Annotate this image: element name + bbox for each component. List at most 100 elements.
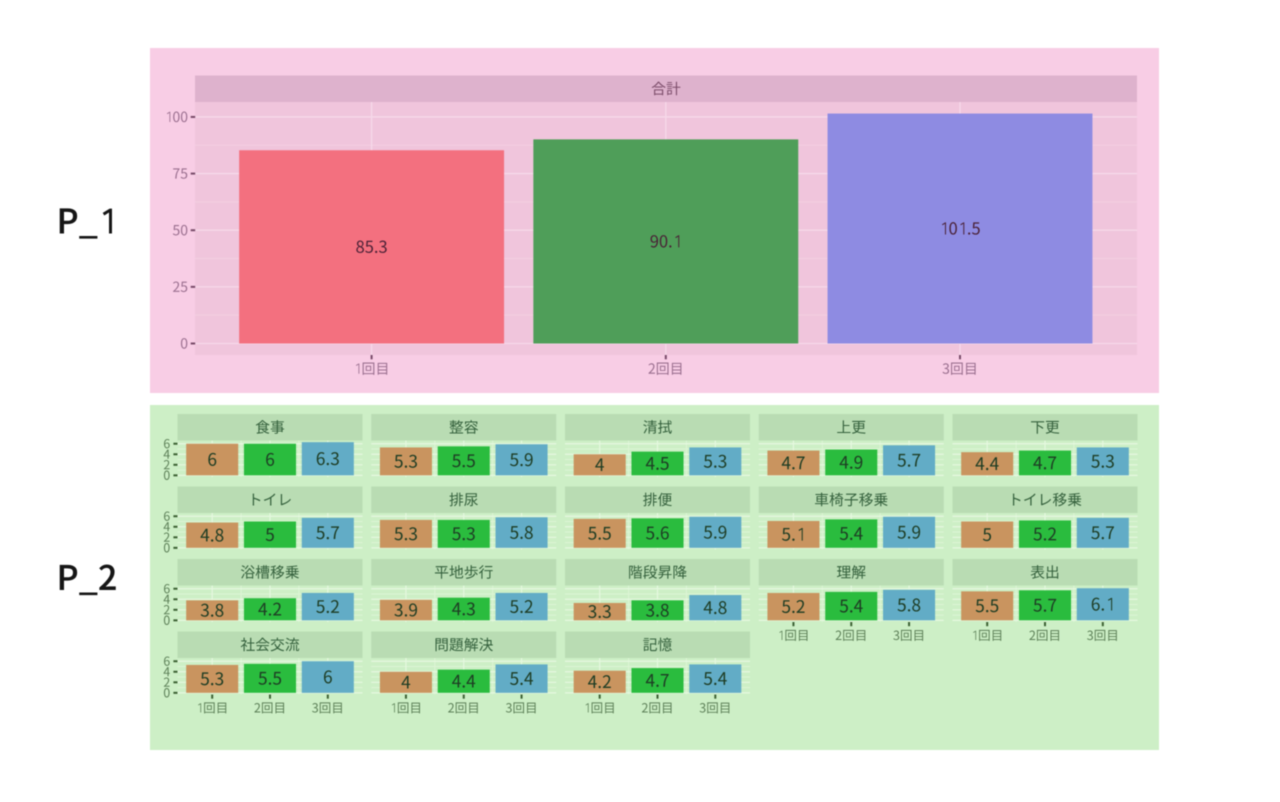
p2-value-label: [645, 457, 669, 470]
p2-bar: [301, 517, 354, 548]
glyph-回: [261, 702, 273, 714]
glyph-3: [942, 363, 950, 374]
p2-facet: 浴槽移乗3.84.25.20246: [163, 559, 363, 625]
glyph-乗: [874, 492, 888, 507]
glyph-.: [375, 250, 378, 254]
glyph-清: [643, 420, 657, 434]
p2-facet: 表出5.55.76.11回目2回目3回目: [952, 559, 1138, 641]
p2-bar: [883, 589, 936, 621]
glyph-5: [452, 454, 461, 468]
glyph-5: [365, 240, 374, 254]
glyph-7: [1048, 456, 1057, 470]
glyph-4: [163, 594, 170, 604]
glyph-移: [859, 492, 873, 507]
glyph-目: [605, 702, 614, 714]
glyph-4: [163, 522, 170, 532]
glyph-6: [164, 583, 170, 594]
p2-value-label: [897, 525, 921, 539]
p2-bar: [825, 591, 878, 621]
glyph-1: [1107, 597, 1113, 611]
p2-facet-strip: [371, 631, 557, 658]
glyph-地: [449, 565, 464, 579]
p1-y-tick-label: [166, 111, 188, 123]
glyph-9: [718, 525, 727, 539]
glyph-8: [356, 240, 364, 254]
p2-facet: 平地歩行3.94.35.2: [371, 559, 557, 622]
glyph-目: [671, 362, 682, 375]
glyph-目: [662, 702, 672, 714]
glyph-理: [836, 565, 851, 579]
p2-x-tick-label: [448, 702, 478, 714]
glyph-回: [319, 702, 331, 714]
glyph-1: [973, 630, 977, 640]
glyph-憶: [657, 637, 672, 652]
p2-y-tick-label: [163, 594, 170, 604]
p2-value-label: [1091, 454, 1114, 468]
plot-p2: 食事666.30246整容5.35.55.9清拭44.55.3上更4.74.95…: [150, 405, 1159, 750]
glyph-5: [703, 454, 712, 468]
p2-bar: [437, 519, 490, 548]
p1-strip-label: [651, 81, 681, 96]
p2-bar: [1018, 450, 1072, 476]
glyph-.: [656, 467, 659, 470]
p2-facet-strip: [371, 559, 557, 586]
p2-bar: [301, 592, 354, 621]
p2-value-label: [588, 675, 611, 689]
glyph-1: [198, 703, 202, 713]
p2-y-tick-label: [164, 438, 170, 449]
p2-y-tick-label: [164, 656, 170, 666]
glyph-1: [675, 235, 680, 248]
p2-facet: 階段昇降3.33.84.8: [565, 559, 750, 622]
glyph-5: [200, 672, 209, 686]
p2-value-label: [510, 525, 533, 540]
glyph-3: [1105, 454, 1114, 468]
p2-strip-label: [836, 565, 866, 579]
glyph-4: [645, 457, 655, 470]
glyph-5: [839, 599, 848, 613]
glyph-.: [714, 611, 717, 615]
glyph-2: [273, 602, 282, 616]
glyph-.: [907, 609, 911, 612]
p2-x-tick-label: [973, 629, 1002, 641]
glyph-流: [285, 637, 300, 652]
glyph-.: [907, 464, 911, 467]
glyph-.: [850, 610, 853, 613]
glyph-出: [1046, 565, 1059, 579]
glyph-回: [649, 702, 660, 714]
glyph-回: [362, 362, 375, 375]
p2-value-label: [323, 670, 332, 684]
p2-bar: [631, 518, 684, 548]
p2-bar: [825, 519, 878, 548]
p2-value-label: [839, 527, 863, 541]
glyph-8: [912, 598, 921, 612]
glyph-.: [1101, 536, 1104, 540]
glyph-.: [968, 232, 971, 235]
glyph-P: [59, 208, 78, 234]
glyph-浴: [240, 565, 255, 579]
glyph-乗: [285, 565, 300, 579]
p2-x-tick-label: [585, 702, 614, 714]
glyph-7: [796, 456, 805, 470]
p2-value-label: [1033, 456, 1057, 470]
glyph-行: [478, 565, 493, 579]
glyph-レ: [1040, 494, 1052, 506]
p2-bar: [883, 445, 936, 476]
p2-facet: 車椅子移乗5.15.45.9: [758, 486, 944, 550]
glyph-5: [897, 598, 906, 612]
p2-facet: 食事666.30246: [163, 414, 363, 480]
p2-y-tick-label: [163, 677, 170, 687]
p2-y-tick-label: [163, 605, 170, 615]
p2-bar: [1076, 517, 1129, 548]
glyph-_: [79, 592, 98, 596]
glyph-3: [645, 603, 655, 617]
glyph-5: [272, 671, 282, 685]
glyph-5: [703, 672, 712, 686]
p2-bar: [301, 661, 354, 693]
glyph-5: [258, 671, 267, 685]
glyph-3: [215, 672, 224, 686]
glyph-1: [391, 703, 395, 713]
glyph-解: [851, 565, 866, 579]
glyph-4: [524, 672, 534, 685]
p2-bar: [186, 443, 239, 476]
glyph-6: [164, 438, 170, 449]
